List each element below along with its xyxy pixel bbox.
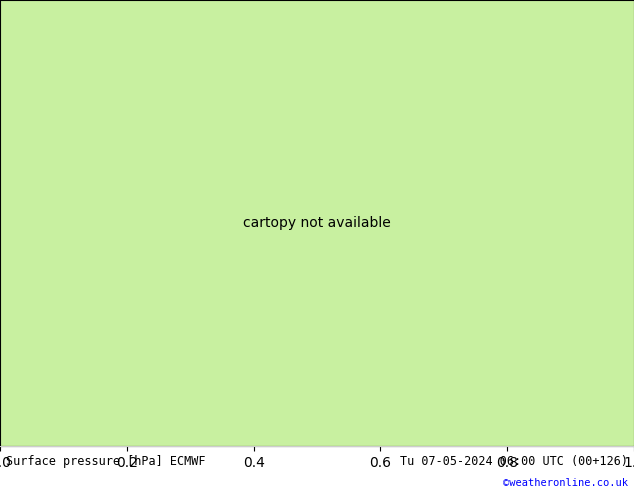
Text: Surface pressure [hPa] ECMWF: Surface pressure [hPa] ECMWF [6, 455, 206, 468]
Text: ©weatheronline.co.uk: ©weatheronline.co.uk [503, 478, 628, 488]
Text: Tu 07-05-2024 06:00 UTC (00+126): Tu 07-05-2024 06:00 UTC (00+126) [399, 455, 628, 468]
Text: cartopy not available: cartopy not available [243, 216, 391, 230]
